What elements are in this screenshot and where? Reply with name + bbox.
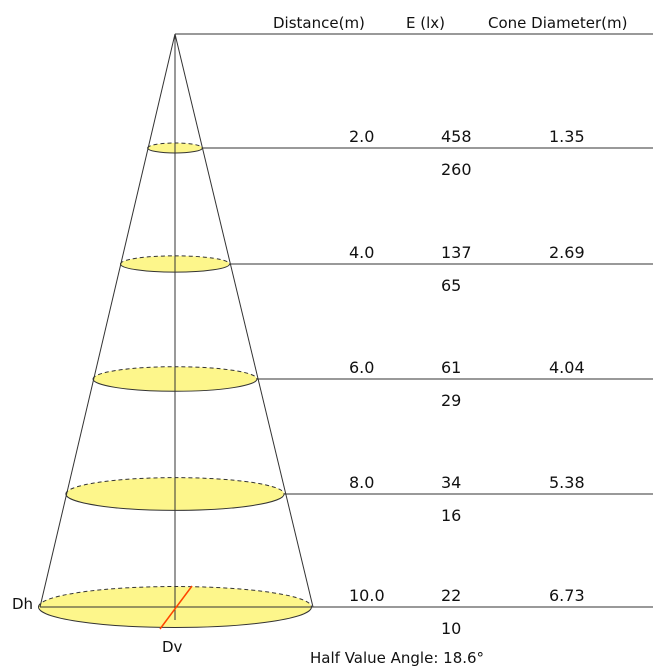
illuminance-center-value: 22 — [441, 586, 461, 605]
distance-value: 10.0 — [349, 586, 385, 605]
cone-section-front-edge — [38, 606, 312, 628]
illuminance-edge-value: 29 — [441, 391, 461, 410]
illuminance-center-value: 61 — [441, 358, 461, 377]
illuminance-edge-value: 65 — [441, 276, 461, 295]
illuminance-edge-value: 260 — [441, 160, 472, 179]
illuminance-center-value: 137 — [441, 243, 472, 262]
cone-diameter-value: 4.04 — [549, 358, 585, 377]
illuminance-edge-value: 16 — [441, 506, 461, 525]
distance-value: 8.0 — [349, 473, 374, 492]
illuminance-center-value: 458 — [441, 127, 472, 146]
distance-value: 2.0 — [349, 127, 374, 146]
dv-label: Dv — [162, 638, 183, 656]
header-illuminance: E (lx) — [406, 14, 445, 32]
header-cone-diameter: Cone Diameter(m) — [488, 14, 628, 32]
distance-value: 4.0 — [349, 243, 374, 262]
cone-diameter-value: 5.38 — [549, 473, 585, 492]
cone-edge-left — [39, 33, 176, 608]
cone-edge-right — [174, 33, 314, 608]
dh-label: Dh — [12, 595, 33, 613]
distance-value: 6.0 — [349, 358, 374, 377]
header-distance: Distance(m) — [273, 14, 365, 32]
illuminance-edge-value: 10 — [441, 619, 461, 638]
data-rows: 2.0 458 1.35 260 4.0 137 2.69 65 6.0 61 4.04 29 8.0 3… — [202, 127, 653, 638]
dv-line — [159, 585, 193, 630]
half-value-angle-label: Half Value Angle: 18.6° — [310, 649, 484, 667]
cone-diameter-value: 1.35 — [549, 127, 585, 146]
illuminance-center-value: 34 — [441, 473, 461, 492]
cone-diameter-value: 2.69 — [549, 243, 585, 262]
cone-diameter-value: 6.73 — [549, 586, 585, 605]
